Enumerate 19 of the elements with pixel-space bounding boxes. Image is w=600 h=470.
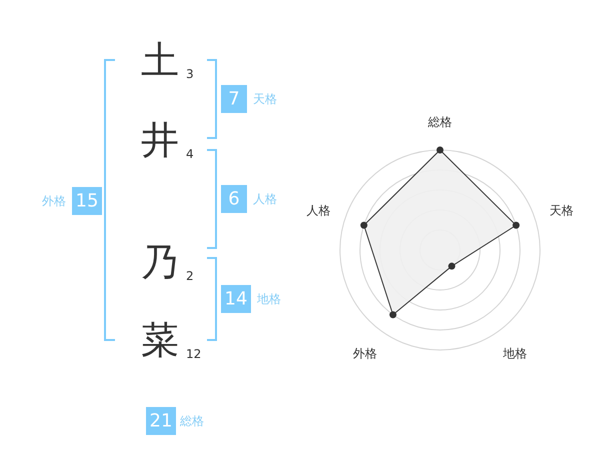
text: 12 [186, 347, 202, 361]
spoke-label: 天格 [550, 203, 574, 218]
text: 総格 [179, 414, 204, 428]
spoke-label: 外格 [352, 346, 377, 361]
spoke-label: 人格 [306, 203, 330, 218]
text: 4 [186, 147, 194, 161]
text: 外格 [42, 194, 66, 208]
spoke-label: 総格 [427, 115, 452, 129]
text: 3 [186, 67, 194, 81]
text: 地格 [256, 292, 281, 306]
text: 6 [228, 188, 240, 210]
text: 14 [224, 288, 248, 310]
text: 天格 [253, 92, 277, 106]
text: 人格 [253, 192, 277, 206]
text: 15 [76, 190, 98, 212]
text: 7 [228, 88, 240, 110]
spoke-label: 地格 [502, 346, 528, 361]
text: 2 [186, 269, 194, 283]
text: 21 [150, 410, 172, 432]
